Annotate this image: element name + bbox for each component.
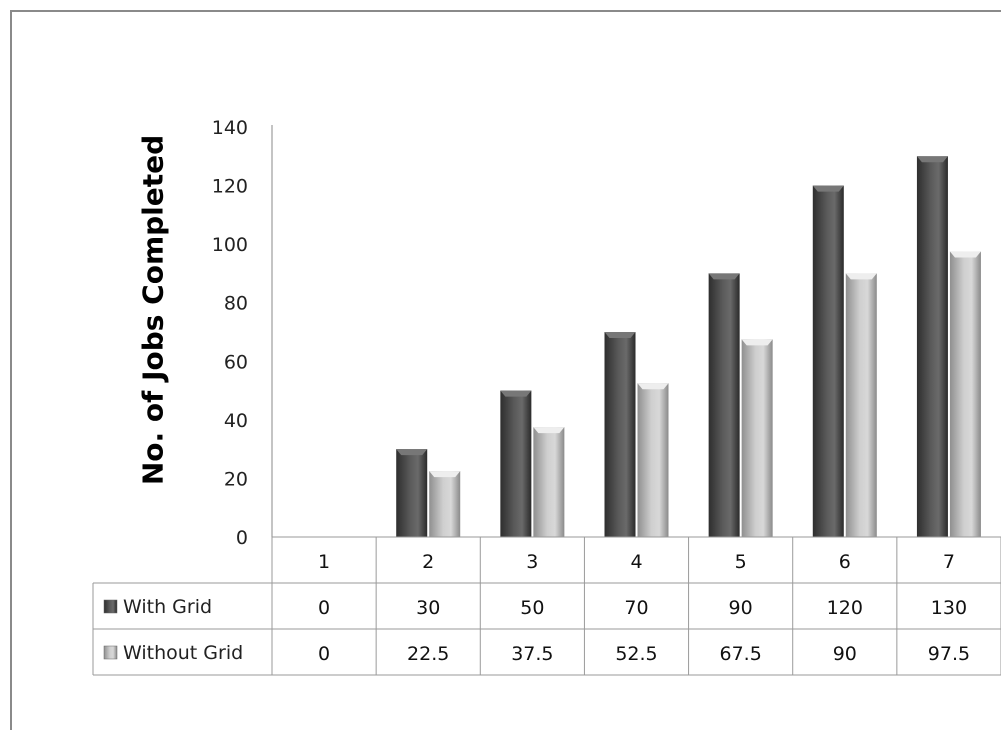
bar-with-grid [916, 156, 948, 538]
bar-cap [500, 390, 532, 397]
x-tick-label: 5 [735, 551, 747, 573]
y-tick-label: 40 [224, 410, 248, 432]
data-label: 120 [827, 597, 863, 619]
bar-cap [812, 185, 844, 192]
bar-without-grid [845, 273, 877, 537]
bar-cap [708, 273, 740, 280]
bar-cap [916, 156, 948, 163]
x-tick-label: 3 [526, 551, 538, 573]
bar-without-grid [533, 427, 565, 537]
y-tick-label: 100 [212, 234, 248, 256]
data-label: 0 [318, 643, 330, 665]
bar-cap [637, 383, 669, 390]
x-tick-label: 2 [422, 551, 434, 573]
bar-cap [604, 332, 636, 338]
data-label: 22.5 [407, 643, 449, 665]
y-tick-label: 80 [224, 293, 248, 315]
data-label: 50 [520, 597, 544, 619]
bar-without-grid [949, 251, 981, 537]
legend-label: With Grid [123, 596, 212, 618]
x-tick-label: 4 [630, 551, 642, 573]
legend-swatch [103, 645, 118, 660]
chart-frame [10, 10, 1001, 730]
data-label: 30 [416, 597, 440, 619]
bar-cap [396, 449, 428, 456]
x-tick-label: 6 [839, 551, 851, 573]
y-tick-label: 140 [212, 117, 248, 139]
data-label: 0 [318, 597, 330, 619]
legend-swatch [103, 599, 118, 614]
bar-cap [845, 273, 877, 280]
y-tick-label: 0 [236, 527, 248, 549]
bar-cap [949, 251, 981, 258]
data-label: 130 [931, 597, 967, 619]
y-tick-label: 120 [212, 176, 248, 198]
bar-cap [741, 339, 773, 346]
x-tick-label: 1 [318, 551, 330, 573]
bar-with-grid [812, 185, 844, 538]
bar-without-grid [741, 339, 773, 537]
x-tick-label: 7 [943, 551, 955, 573]
data-label: 70 [624, 597, 648, 619]
bar-with-grid [500, 390, 532, 537]
bar-cap [533, 427, 565, 434]
data-label: 52.5 [615, 643, 657, 665]
bar-with-grid [396, 449, 428, 537]
y-tick-label: 60 [224, 351, 248, 373]
y-tick-label: 20 [224, 468, 248, 490]
bar-with-grid [708, 273, 740, 537]
data-label: 97.5 [928, 643, 970, 665]
bar-with-grid [604, 332, 636, 537]
legend-label: Without Grid [123, 642, 243, 664]
bar-cap [429, 471, 461, 478]
data-label: 67.5 [719, 643, 761, 665]
bar-without-grid [429, 471, 461, 537]
data-label: 90 [729, 597, 753, 619]
data-label: 90 [833, 643, 857, 665]
bar-without-grid [637, 383, 669, 537]
data-label: 37.5 [511, 643, 553, 665]
